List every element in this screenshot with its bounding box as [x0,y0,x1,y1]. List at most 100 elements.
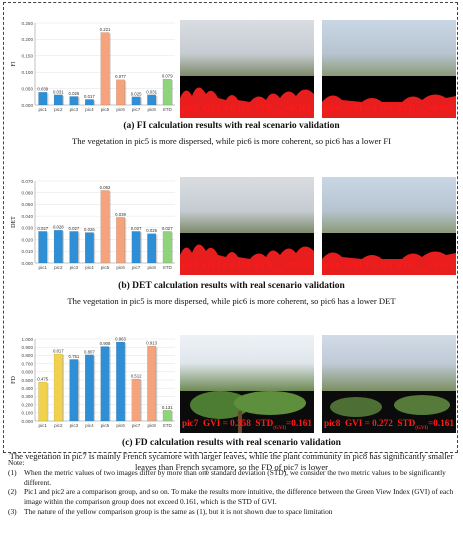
bar-shadow [109,347,111,421]
bar-shadow [93,233,96,263]
bar-pic7 [131,96,141,106]
pic7-street-view: pic7 GVI = 0.358 STD(GVI)=0.161 [180,335,314,433]
data-label: 0.027 [162,226,173,231]
bar-pic3 [69,231,79,264]
det-pic6-photo [322,177,456,233]
data-label: 0.221 [100,27,111,32]
pic7-vegetation-image [180,391,314,433]
note-item: (1) When the metric values of two images … [8,468,456,488]
data-label: 0.017 [84,94,95,99]
x-tick-label: pic4 [85,423,94,428]
data-label: 0.963 [115,337,126,342]
y-tick-label: 0.700 [22,361,34,366]
fi-description: The vegetation in pic5 is more dispersed… [71,136,392,146]
det-pic5-mask-shapes [180,244,314,275]
bar-shadow [171,80,173,105]
x-tick-label: STD [163,265,173,270]
x-tick-label: pic4 [85,265,94,270]
bar-pic1 [38,381,48,422]
fd-description: The vegetation in pic7 is mainly French … [9,451,454,472]
bar-pic8 [147,94,157,106]
pic8-street-view: pic8 GVI = 0.272 STD(GVI)=0.161 [322,335,456,433]
x-tick-label: pic1 [39,265,48,270]
fd-caption: (c) FD calculation results with real sce… [122,438,341,448]
data-label: 0.027 [131,226,142,231]
bar-pic2 [53,94,63,106]
bar-shadow [124,80,127,105]
det-pic6-overlay-label: pic6 GVI = 0.118 STD(GVI)=0.161 [324,260,454,273]
bar-shadow [93,100,96,105]
data-label: 0.025 [146,228,157,233]
y-tick-label: 0.000 [22,261,34,266]
x-tick-label: pic8 [147,265,156,270]
bar-pic4 [85,99,94,106]
y-tick-label: 0.070 [22,179,34,184]
data-label: 0.039 [115,212,126,217]
y-axis-label: DET [11,216,17,228]
det-chart-svg: 0.070 0.060 0.050 0.040 0.030 0.020 0.010 0.000… [11,179,175,270]
y-tick-label: 1.000 [22,337,34,342]
bar-shadow [140,97,142,105]
bar-shadow [155,234,158,263]
bar-pic4 [85,354,94,422]
bar-pic6 [116,217,125,264]
note-item: (3) The nature of the yellow comparison g… [8,507,456,517]
pic6-mask-shapes [322,94,456,118]
y-axis-label: FD [11,375,17,383]
bar-pic5 [100,32,110,106]
note-number: (2) [8,487,17,497]
x-tick-label: pic1 [39,107,48,112]
y-tick-label: 0.200 [22,37,34,42]
bar-STD [162,78,172,106]
x-tick-label: pic5 [101,265,110,270]
bar-shadow [140,232,142,263]
data-label: 0.028 [53,225,64,230]
bar-pic3 [69,96,79,106]
det-pic5-street-view: pic5 GVI = 0.118 STD(GVI)=0.161 [180,177,314,275]
note-text: Pic1 and pic2 are a comparison group, an… [24,487,454,507]
pic8-overlay-label: pic8 GVI = 0.272 STD(GVI)=0.161 [324,418,454,431]
bar-shadow [93,355,96,421]
det-pic5-overlay-label: pic5 GVI = 0.118 STD(GVI)=0.161 [182,260,312,273]
pic8-vegetation-shapes [330,395,450,417]
note-text: The nature of the yellow comparison grou… [24,506,333,516]
x-tick-label: pic7 [132,265,141,270]
panel-det: 0.070 0.060 0.050 0.040 0.030 0.020 0.010 0.000… [4,175,459,310]
bar-shadow [78,232,80,263]
x-tick-label: pic7 [132,423,141,428]
pic6-vegetation-mask [322,76,456,118]
y-tick-label: 0.060 [22,191,34,196]
y-axis-label: FI [11,61,17,66]
bar-shadow [109,191,111,263]
x-tick-label: pic2 [54,107,63,112]
bar-shadow [140,380,142,421]
data-label: 0.077 [115,74,126,79]
bar-shadow [78,360,80,421]
bar-shadow [47,383,49,421]
bar-STD [162,410,172,422]
pic6-overlay-label: pic6 GVI = 0.118 STD(GVI)=0.161 [324,103,454,116]
bar-shadow [62,95,65,105]
fd-chart-svg: 1.000 0.900 0.800 0.700 0.600 0.500 0.400 0.300… [11,337,175,428]
note-number: (1) [8,467,17,477]
bar-shadow [47,93,49,105]
x-tick-label: pic5 [101,423,110,428]
x-tick-label: pic5 [101,107,110,112]
bar-pic6 [116,79,125,106]
det-bar-chart: 0.070 0.060 0.050 0.040 0.030 0.020 0.010 0.000… [9,175,179,277]
pic7-photo [180,335,314,391]
bar-shadow [124,218,127,263]
data-label: 0.039 [37,87,48,92]
data-label: 0.512 [131,374,142,379]
y-tick-label: 0.800 [22,353,34,358]
bar-shadow [62,231,65,263]
y-tick-label: 0.000 [22,103,34,108]
y-tick-label: 0.100 [22,411,34,416]
bar-shadow [171,232,173,263]
x-tick-label: pic3 [70,265,79,270]
x-tick-label: pic6 [116,107,125,112]
det-description: The vegetation in pic5 is more dispersed… [67,296,396,306]
pic5-street-view: pic5 GVI = 0.118 STD(GVI)=0.161 [180,20,314,118]
data-label: 0.031 [53,89,64,94]
bar-shadow [124,343,127,421]
